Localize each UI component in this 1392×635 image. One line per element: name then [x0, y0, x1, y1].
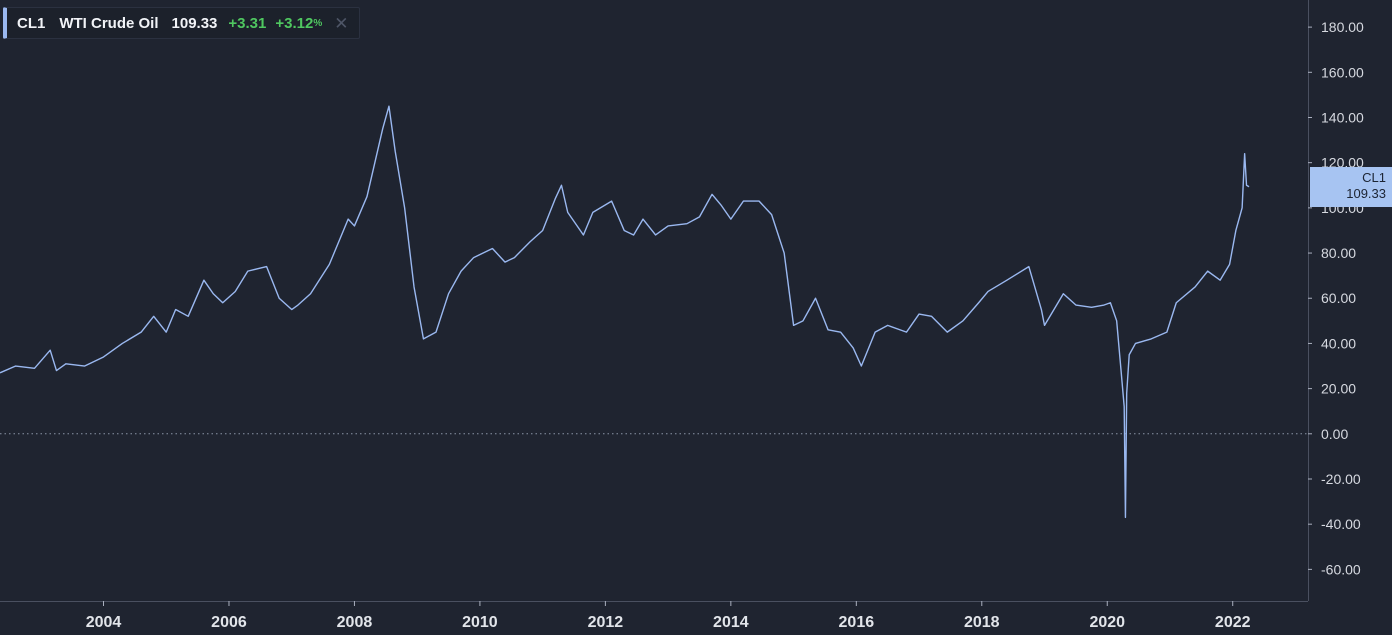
instrument-legend[interactable]: CL1 WTI Crude Oil 109.33 +3.31 +3.12 % ✕: [3, 7, 360, 39]
x-tick-label: 2008: [337, 614, 373, 631]
y-tick-label: -20.00: [1321, 471, 1361, 487]
x-tick-label: 2022: [1215, 614, 1251, 631]
y-tick-label: 140.00: [1321, 109, 1364, 125]
price-tag-value: 109.33: [1346, 186, 1386, 201]
y-tick-label: 0.00: [1321, 426, 1348, 442]
x-tick-label: 2018: [964, 614, 1000, 631]
x-tick-label: 2014: [713, 614, 749, 631]
x-tick-label: 2010: [462, 614, 498, 631]
y-tick-label: 80.00: [1321, 245, 1356, 261]
x-tick-label: 2006: [211, 614, 247, 631]
y-axis[interactable]: 180.00160.00140.00120.00100.0080.0060.00…: [1308, 19, 1364, 577]
y-tick-label: 20.00: [1321, 381, 1356, 397]
y-tick-label: 120.00: [1321, 155, 1364, 171]
legend-change-percent: +3.12: [275, 14, 314, 32]
legend-percent-symbol: %: [313, 17, 323, 29]
y-tick-label: 60.00: [1321, 290, 1356, 306]
y-tick-label: -60.00: [1321, 561, 1361, 577]
x-tick-label: 2004: [86, 614, 122, 631]
price-tag-ticker: CL1: [1362, 170, 1386, 185]
legend-ticker: CL1: [17, 14, 46, 32]
last-price-tag: CL1 109.33: [1310, 167, 1392, 207]
legend-change: +3.31: [228, 14, 267, 32]
x-tick-label: 2012: [588, 614, 624, 631]
y-tick-label: 160.00: [1321, 64, 1364, 80]
legend-instrument-name: WTI Crude Oil: [59, 14, 159, 32]
close-icon[interactable]: ✕: [334, 13, 349, 33]
series-line-cl1: [0, 105, 1250, 519]
y-tick-label: 180.00: [1321, 19, 1364, 35]
legend-last-price: 109.33: [171, 14, 218, 32]
x-tick-label: 2020: [1089, 614, 1125, 631]
x-axis[interactable]: 2004 2006 2008 2010 2012 2014 2016 2018 2020 2022: [86, 601, 1251, 631]
x-tick-label: 2016: [839, 614, 875, 631]
y-tick-label: 40.00: [1321, 335, 1356, 351]
y-tick-label: -40.00: [1321, 516, 1361, 532]
